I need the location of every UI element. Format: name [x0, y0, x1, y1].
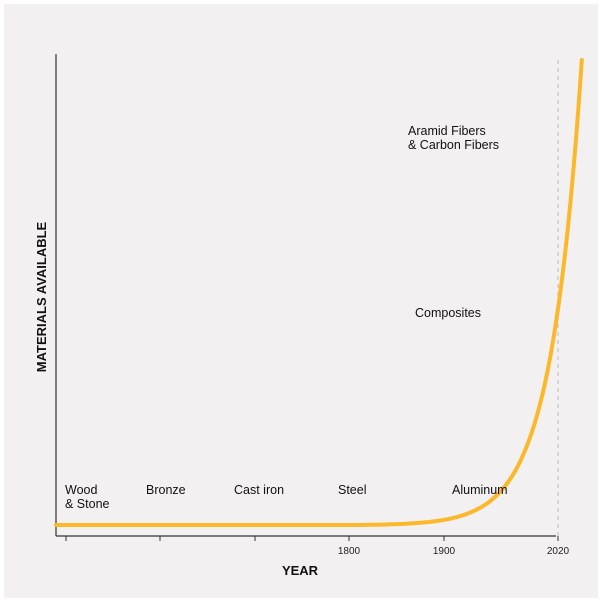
annotation-line: Composites [415, 306, 481, 320]
chart-svg: Wood & Stone Bronze Cast iron Steel Aluminum C… [34, 54, 584, 578]
curve-layer [54, 58, 584, 527]
annotation-line: Wood [65, 483, 97, 497]
annotation-steel: Steel [338, 483, 367, 497]
annotation-layer: Wood & Stone Bronze Cast iron Steel Aluminum C… [65, 124, 508, 511]
annotation-composites: Composites [415, 306, 481, 320]
x-axis-title: YEAR [282, 563, 319, 578]
annotation-aramid-carbon-fibers: Aramid Fibers & Carbon Fibers [408, 124, 499, 152]
annotation-aluminum: Aluminum [452, 483, 508, 497]
x-tick-label-2020: 2020 [547, 546, 570, 557]
materials-curve [54, 58, 584, 527]
annotation-line: Cast iron [234, 483, 284, 497]
axes [55, 54, 559, 537]
annotation-wood-stone: Wood & Stone [65, 483, 110, 511]
annotation-cast-iron: Cast iron [234, 483, 284, 497]
annotation-line: & Carbon Fibers [408, 138, 499, 152]
annotation-line: & Stone [65, 497, 110, 511]
annotation-line: Bronze [146, 483, 186, 497]
annotation-bronze: Bronze [146, 483, 186, 497]
x-tick-label-1800: 1800 [338, 546, 361, 557]
y-axis-title: MATERIALS AVAILABLE [34, 221, 49, 372]
annotation-line: Steel [338, 483, 367, 497]
annotation-line: Aluminum [452, 483, 508, 497]
x-tick-label-1900: 1900 [433, 546, 456, 557]
tick-layer: 1800 1900 2020 [65, 536, 570, 557]
chart-panel: Wood & Stone Bronze Cast iron Steel Aluminum C… [4, 4, 598, 598]
annotation-line: Aramid Fibers [408, 124, 486, 138]
